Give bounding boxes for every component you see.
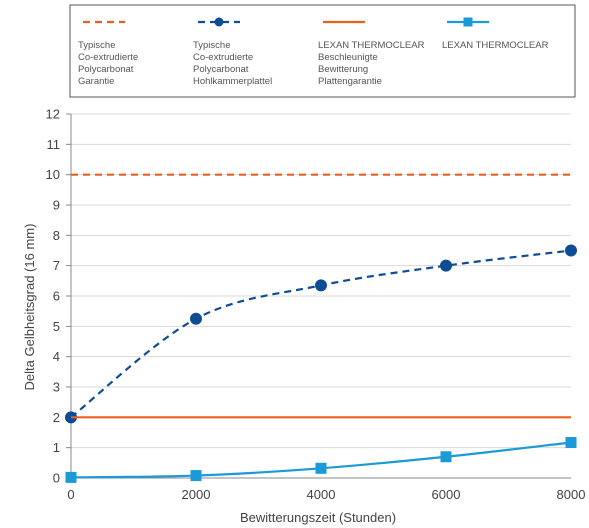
- y-tick-label: 2: [53, 410, 60, 425]
- legend-label: Typische: [78, 40, 116, 51]
- data-point: [315, 279, 327, 292]
- y-tick-label: 4: [53, 349, 60, 364]
- data-point: [565, 437, 577, 449]
- data-point: [315, 462, 327, 474]
- legend-label: Typische: [193, 40, 231, 51]
- grid-lines: [71, 113, 571, 449]
- y-tick-label: 0: [53, 471, 60, 486]
- y-tick-label: 11: [47, 137, 61, 152]
- y-tick-label: 7: [53, 258, 60, 273]
- legend-label: Co-extrudierte: [193, 52, 253, 63]
- legend-box: [69, 4, 576, 98]
- y-tick-label: 12: [46, 107, 60, 122]
- data-point: [65, 471, 77, 483]
- legend-label: Bewitterung: [318, 64, 368, 75]
- y-tick-label: 10: [46, 167, 60, 182]
- legend-label: Co-extrudierte: [78, 52, 138, 63]
- legend-marker: [214, 17, 224, 27]
- legend-marker: [463, 17, 473, 27]
- x-tick-label: 8000: [557, 487, 586, 502]
- x-tick-label: 6000: [432, 487, 461, 502]
- y-tick-label: 1: [53, 440, 60, 455]
- legend-label: Polycarbonat: [193, 64, 249, 75]
- data-point: [440, 451, 452, 463]
- x-tick-labels: 0 2000 4000 6000 8000: [67, 487, 585, 502]
- legend-label: Beschleunigte: [318, 52, 378, 63]
- x-tick-label: 4000: [307, 487, 336, 502]
- data-point: [190, 470, 202, 482]
- data-point: [190, 312, 202, 325]
- y-tick-label: 9: [53, 198, 60, 213]
- y-tick-label: 5: [53, 319, 60, 334]
- data-point: [565, 244, 577, 257]
- x-tick-label: 0: [67, 487, 74, 502]
- legend-label: LEXAN THERMOCLEAR: [442, 40, 549, 51]
- legend-label: Hohlkammerplattel: [193, 76, 272, 87]
- y-tick-label: 3: [53, 380, 60, 395]
- legend-label: LEXAN THERMOCLEAR: [318, 40, 425, 51]
- legend: TypischeCo-extrudiertePolycarbonatGarant…: [78, 17, 549, 87]
- legend-label: Plattengarantie: [318, 76, 382, 87]
- y-tick-label: 6: [53, 289, 60, 304]
- data-point: [440, 259, 452, 272]
- x-tick-label: 2000: [182, 487, 211, 502]
- series-layer: [65, 173, 577, 483]
- x-axis-title: Bewitterungszeit (Stunden): [240, 510, 396, 525]
- y-axis-title: Delta Gelbheitsgrad (16 mm): [22, 224, 37, 391]
- y-tick-label: 8: [53, 228, 60, 243]
- legend-label: Garantie: [78, 76, 114, 87]
- legend-label: Polycarbonat: [78, 64, 134, 75]
- series-line-2: [70, 249, 572, 419]
